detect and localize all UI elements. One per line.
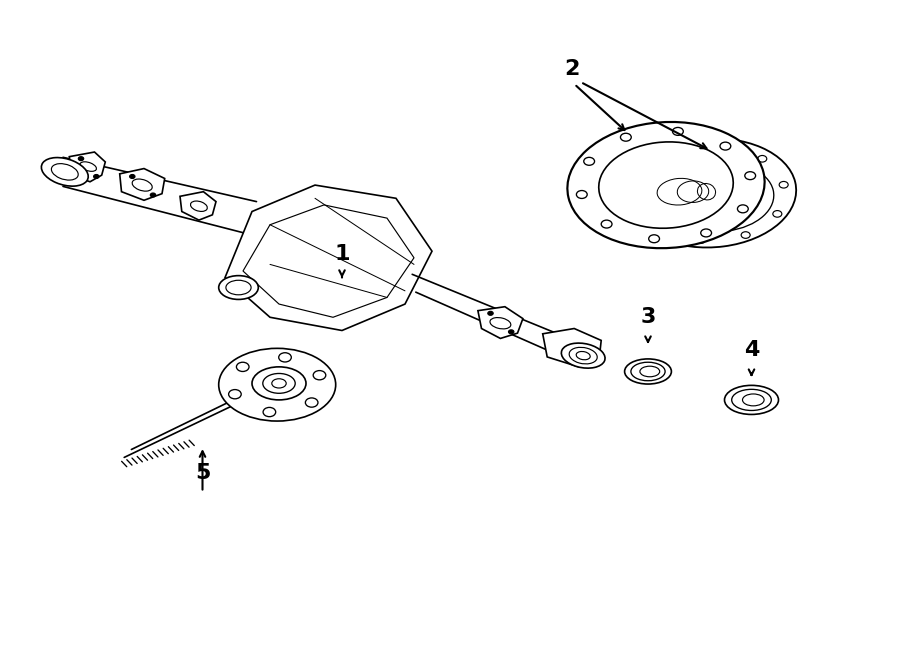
Polygon shape — [225, 185, 432, 330]
Polygon shape — [478, 307, 523, 338]
Ellipse shape — [666, 163, 774, 231]
Ellipse shape — [724, 385, 778, 414]
Ellipse shape — [219, 348, 336, 421]
Polygon shape — [69, 152, 105, 182]
Polygon shape — [120, 169, 165, 200]
Ellipse shape — [219, 276, 258, 299]
Text: 1: 1 — [334, 245, 350, 264]
Text: 2: 2 — [563, 59, 580, 79]
Ellipse shape — [252, 367, 306, 400]
Ellipse shape — [732, 389, 771, 410]
Ellipse shape — [567, 122, 765, 248]
Text: 4: 4 — [743, 340, 760, 360]
Ellipse shape — [626, 139, 796, 247]
Text: 3: 3 — [640, 307, 656, 327]
Ellipse shape — [625, 359, 671, 384]
Ellipse shape — [631, 362, 665, 381]
Text: 5: 5 — [194, 463, 211, 483]
Circle shape — [488, 311, 493, 315]
Ellipse shape — [41, 157, 88, 186]
Polygon shape — [180, 192, 216, 220]
Polygon shape — [543, 329, 601, 367]
Ellipse shape — [272, 379, 286, 388]
Circle shape — [78, 157, 84, 161]
Circle shape — [94, 175, 99, 178]
Circle shape — [130, 175, 135, 178]
Circle shape — [508, 330, 514, 334]
Ellipse shape — [562, 343, 605, 368]
Circle shape — [150, 193, 156, 197]
Ellipse shape — [598, 142, 733, 228]
